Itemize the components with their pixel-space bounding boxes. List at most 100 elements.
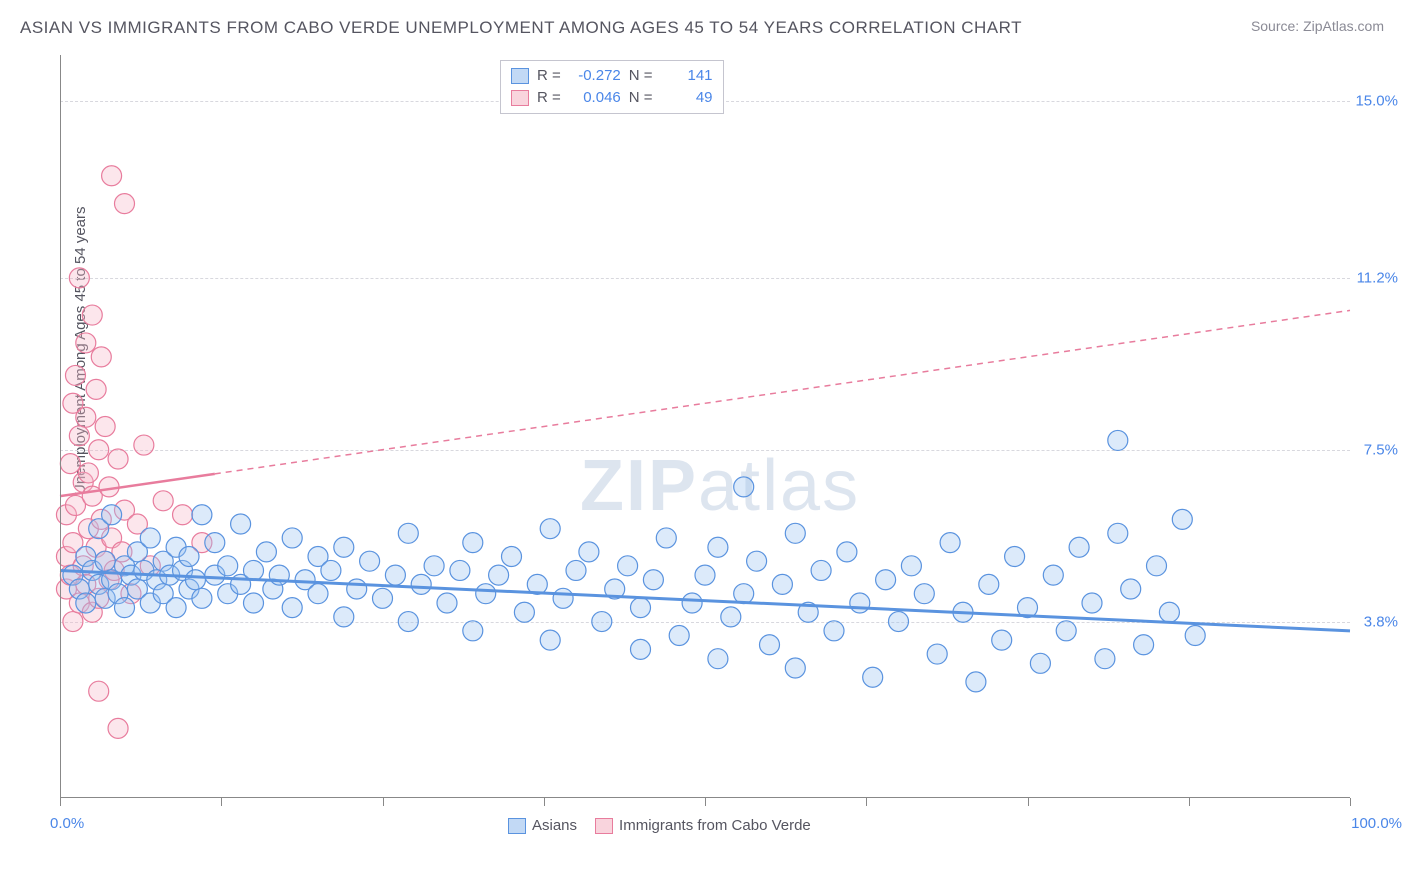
scatter-point: [102, 166, 122, 186]
legend-swatch-asians: [508, 818, 526, 834]
scatter-point: [785, 523, 805, 543]
x-axis-min-label: 0.0%: [50, 815, 84, 832]
scatter-point: [502, 547, 522, 567]
x-tick: [1350, 798, 1351, 806]
scatter-point: [95, 417, 115, 437]
scatter-point: [89, 440, 109, 460]
chart-svg: [60, 55, 1350, 830]
scatter-point: [282, 598, 302, 618]
scatter-point: [76, 593, 96, 613]
scatter-point: [708, 537, 728, 557]
scatter-point: [321, 560, 341, 580]
scatter-point: [811, 560, 831, 580]
scatter-point: [940, 533, 960, 553]
scatter-point: [876, 570, 896, 590]
scatter-point: [966, 672, 986, 692]
source-attribution: Source: ZipAtlas.com: [1251, 18, 1384, 34]
legend-stats: R = -0.272 N = 141 R = 0.046 N = 49: [500, 60, 724, 114]
scatter-point: [1069, 537, 1089, 557]
y-tick-label: 15.0%: [1355, 93, 1398, 110]
scatter-point: [63, 612, 83, 632]
scatter-point: [1082, 593, 1102, 613]
scatter-point: [1043, 565, 1063, 585]
x-tick: [866, 798, 867, 806]
r-value: -0.272: [569, 65, 621, 87]
scatter-point: [69, 268, 89, 288]
scatter-point: [424, 556, 444, 576]
scatter-point: [218, 556, 238, 576]
scatter-point: [631, 598, 651, 618]
legend-swatch-asians: [511, 68, 529, 84]
scatter-point: [1134, 635, 1154, 655]
scatter-point: [108, 718, 128, 738]
n-label: N =: [629, 87, 653, 109]
scatter-point: [979, 574, 999, 594]
x-tick: [544, 798, 545, 806]
n-label: N =: [629, 65, 653, 87]
scatter-point: [772, 574, 792, 594]
scatter-point: [256, 542, 276, 562]
legend-item-cabo-verde: Immigrants from Cabo Verde: [595, 817, 811, 834]
scatter-point: [837, 542, 857, 562]
scatter-point: [514, 602, 534, 622]
x-tick: [705, 798, 706, 806]
scatter-point: [411, 574, 431, 594]
scatter-point: [398, 612, 418, 632]
x-tick: [1028, 798, 1029, 806]
x-axis-max-label: 100.0%: [1351, 815, 1402, 832]
x-tick: [1189, 798, 1190, 806]
scatter-point: [166, 598, 186, 618]
scatter-point: [734, 477, 754, 497]
scatter-point: [1005, 547, 1025, 567]
scatter-point: [179, 547, 199, 567]
scatter-point: [282, 528, 302, 548]
scatter-point: [708, 649, 728, 669]
legend-stats-row: R = 0.046 N = 49: [511, 87, 713, 109]
chart-title: ASIAN VS IMMIGRANTS FROM CABO VERDE UNEM…: [20, 18, 1022, 38]
scatter-point: [863, 667, 883, 687]
scatter-point: [69, 426, 89, 446]
scatter-point: [682, 593, 702, 613]
scatter-point: [91, 347, 111, 367]
scatter-point: [373, 588, 393, 608]
scatter-point: [82, 305, 102, 325]
scatter-point: [760, 635, 780, 655]
scatter-point: [785, 658, 805, 678]
scatter-point: [476, 584, 496, 604]
scatter-point: [115, 598, 135, 618]
scatter-point: [78, 463, 98, 483]
scatter-point: [450, 560, 470, 580]
scatter-point: [205, 533, 225, 553]
scatter-point: [540, 630, 560, 650]
scatter-point: [1159, 602, 1179, 622]
legend-label: Immigrants from Cabo Verde: [619, 817, 811, 834]
scatter-point: [334, 537, 354, 557]
scatter-point: [695, 565, 715, 585]
scatter-point: [185, 570, 205, 590]
n-value: 141: [661, 65, 713, 87]
scatter-point: [1056, 621, 1076, 641]
scatter-point: [579, 542, 599, 562]
scatter-point: [1172, 509, 1192, 529]
scatter-point: [927, 644, 947, 664]
r-label: R =: [537, 87, 561, 109]
scatter-point: [102, 505, 122, 525]
scatter-point: [643, 570, 663, 590]
scatter-point: [385, 565, 405, 585]
scatter-point: [669, 625, 689, 645]
legend-stats-row: R = -0.272 N = 141: [511, 65, 713, 87]
scatter-point: [134, 435, 154, 455]
scatter-point: [231, 514, 251, 534]
scatter-point: [553, 588, 573, 608]
scatter-point: [244, 593, 264, 613]
y-tick-label: 3.8%: [1364, 613, 1398, 630]
scatter-point: [192, 505, 212, 525]
scatter-point: [173, 505, 193, 525]
scatter-point: [824, 621, 844, 641]
scatter-point: [308, 584, 328, 604]
scatter-point: [747, 551, 767, 571]
trend-line-dashed: [215, 310, 1350, 473]
legend-series: Asians Immigrants from Cabo Verde: [508, 817, 811, 834]
scatter-point: [76, 333, 96, 353]
y-axis-line: [60, 55, 61, 798]
